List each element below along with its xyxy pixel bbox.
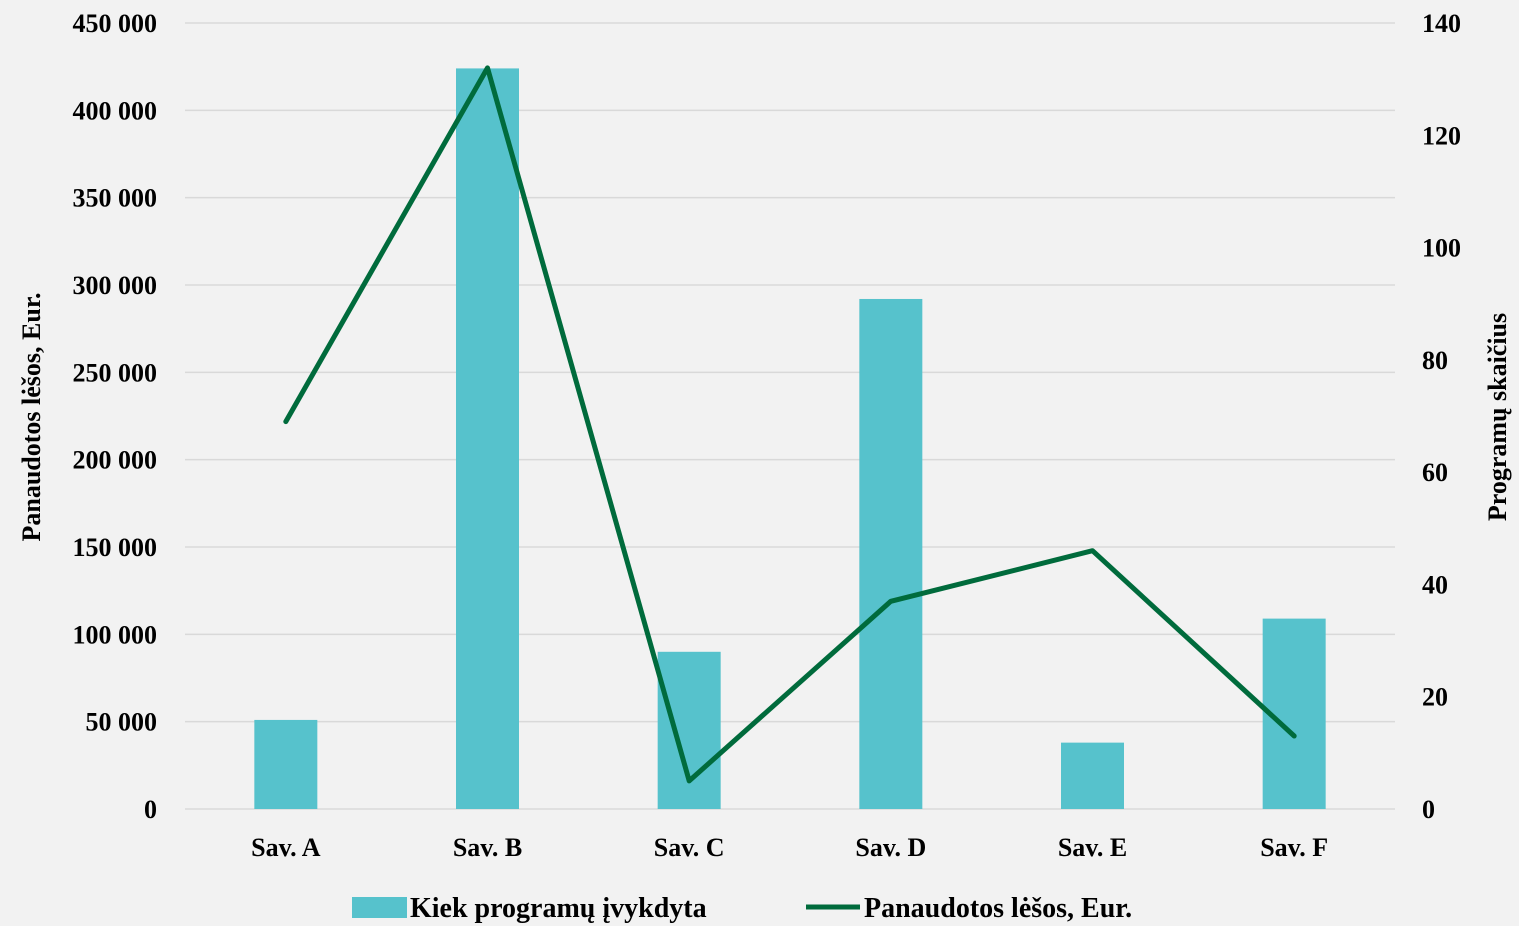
y-tick-label: 200 000 <box>73 446 158 475</box>
y-tick-label: 300 000 <box>73 271 158 300</box>
y-tick-label: 0 <box>144 795 157 824</box>
legend-line-label: Panaudotos lėšos, Eur. <box>864 893 1132 924</box>
x-tick-label: Sav. A <box>251 833 321 862</box>
y-tick-label: 450 000 <box>73 9 158 38</box>
x-axis-ticks: Sav. A Sav. B Sav. C Sav. D Sav. E Sav. F <box>251 833 1328 862</box>
bar <box>859 298 923 809</box>
bar <box>254 719 318 809</box>
bar-series <box>254 68 1326 809</box>
y-tick-label: 350 000 <box>73 184 158 213</box>
legend-bar-label: Kiek programų įvykdyta <box>410 893 707 924</box>
left-axis-ticks: 0 50 000 100 000 150 000 200 000 250 000 300 0… <box>73 9 158 824</box>
y2-tick-label: 60 <box>1422 458 1448 487</box>
gridlines <box>185 22 1395 810</box>
y2-tick-label: 120 <box>1422 121 1461 150</box>
y2-tick-label: 140 <box>1422 9 1461 38</box>
right-axis-ticks: 0 20 40 60 80 100 120 140 <box>1422 9 1461 824</box>
y2-tick-label: 80 <box>1422 346 1448 375</box>
y2-tick-label: 40 <box>1422 570 1448 599</box>
bar <box>1061 742 1124 809</box>
legend: Kiek programų įvykdyta Panaudotos lėšos,… <box>352 893 1132 924</box>
x-tick-label: Sav. F <box>1260 833 1328 862</box>
y2-axis-title: Programų skaičius <box>1483 313 1512 521</box>
y-tick-label: 100 000 <box>73 620 158 649</box>
x-tick-label: Sav. C <box>654 833 725 862</box>
y-tick-label: 250 000 <box>73 358 158 387</box>
line-series <box>283 65 1297 784</box>
y-tick-label: 150 000 <box>73 533 158 562</box>
x-tick-label: Sav. B <box>453 833 522 862</box>
y-tick-label: 400 000 <box>73 96 158 125</box>
line-path <box>283 65 1297 784</box>
x-tick-label: Sav. E <box>1058 833 1127 862</box>
y-tick-label: 50 000 <box>86 708 158 737</box>
x-tick-label: Sav. D <box>855 833 926 862</box>
y2-tick-label: 20 <box>1422 683 1448 712</box>
y2-tick-label: 0 <box>1422 795 1435 824</box>
y-axis-title: Panaudotos lėšos, Eur. <box>17 293 46 542</box>
y2-tick-label: 100 <box>1422 234 1461 263</box>
legend-bar-swatch <box>352 897 407 918</box>
bar <box>456 68 519 809</box>
bar <box>657 651 721 809</box>
